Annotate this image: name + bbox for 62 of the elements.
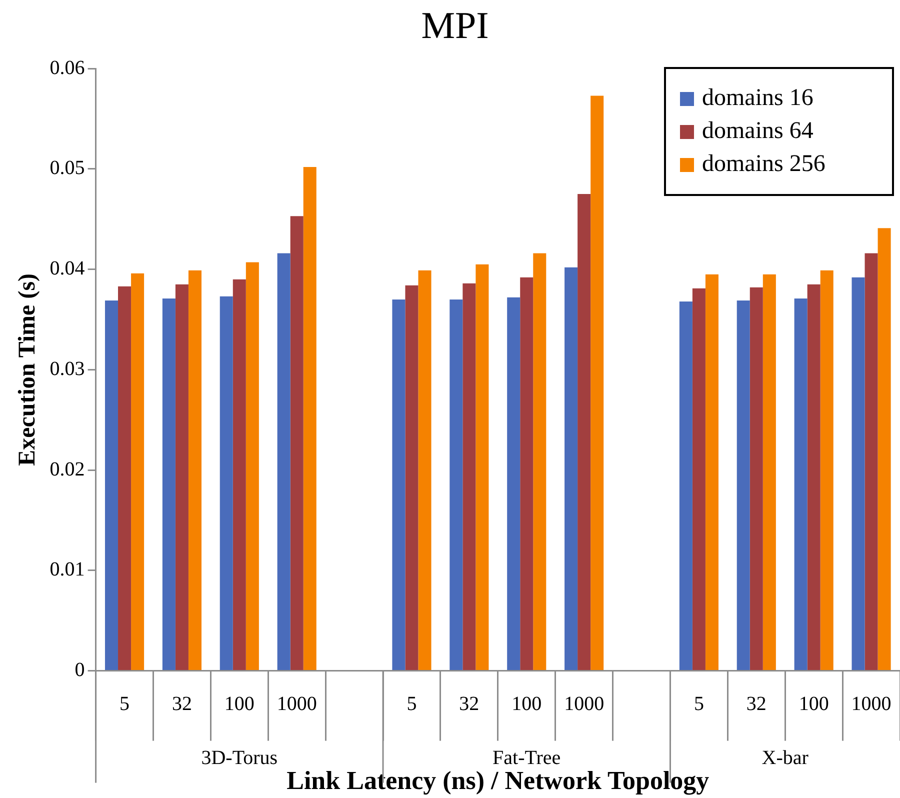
bar (762, 274, 776, 670)
bar (807, 284, 820, 670)
y-tick-label: 0.05 (50, 157, 85, 180)
x-tick-label: 1000 (276, 693, 317, 716)
bar (450, 299, 463, 670)
x-tick-label: 100 (798, 693, 829, 716)
bar (578, 194, 591, 670)
y-tick-label: 0.04 (50, 258, 85, 280)
bar (232, 279, 246, 670)
bar (476, 264, 489, 670)
x-tick-label: 100 (512, 693, 542, 716)
legend-label: domains 64 (702, 118, 814, 145)
bar (290, 216, 304, 670)
bar (679, 301, 692, 670)
y-axis-title: Execution Time (s) (14, 273, 41, 466)
y-tick-label: 0 (74, 659, 85, 682)
bar (246, 262, 259, 670)
bar (705, 274, 718, 670)
text: 3D-Torus (201, 747, 278, 770)
bar (104, 300, 118, 670)
legend-label: domains 256 (702, 151, 826, 178)
text: X-bar (762, 747, 809, 770)
x-tick-label: 5 (694, 693, 704, 716)
bar (590, 96, 604, 670)
bar (220, 296, 233, 670)
bar (852, 277, 865, 670)
y-tick-label: 0.06 (50, 56, 85, 79)
x-tick-label: 1000 (851, 693, 892, 716)
x-tick-label: 32 (746, 693, 766, 716)
bar (188, 270, 202, 670)
bar (520, 277, 534, 670)
y-tick-label: 0.03 (50, 358, 85, 380)
x-tick-label: 1000 (564, 693, 604, 716)
bar (750, 287, 763, 670)
bar (162, 298, 176, 670)
chart-title: MPI (421, 4, 489, 47)
bar (405, 285, 418, 670)
x-tick-label: 32 (459, 693, 480, 716)
y-tick-label: 0.01 (50, 558, 85, 581)
bar (131, 273, 144, 670)
legend-label: domains 16 (702, 85, 814, 112)
bar (878, 228, 891, 670)
x-tick-label: 5 (120, 693, 130, 716)
bar (692, 288, 706, 670)
bar (736, 300, 750, 670)
bar (794, 298, 808, 670)
x-tick-label: 5 (406, 693, 417, 716)
bar (418, 270, 432, 670)
bar (277, 253, 290, 670)
bar (462, 283, 476, 670)
bar (564, 267, 578, 670)
bar (820, 270, 834, 670)
bar (533, 253, 546, 670)
bar (175, 284, 188, 670)
x-tick-label: 32 (172, 693, 192, 716)
x-tick-label: 100 (224, 693, 254, 716)
bar (507, 297, 520, 670)
bar (118, 286, 132, 670)
y-tick-label: 0.02 (50, 458, 85, 480)
bar (864, 253, 878, 670)
bar (392, 299, 406, 670)
bar (303, 166, 316, 670)
